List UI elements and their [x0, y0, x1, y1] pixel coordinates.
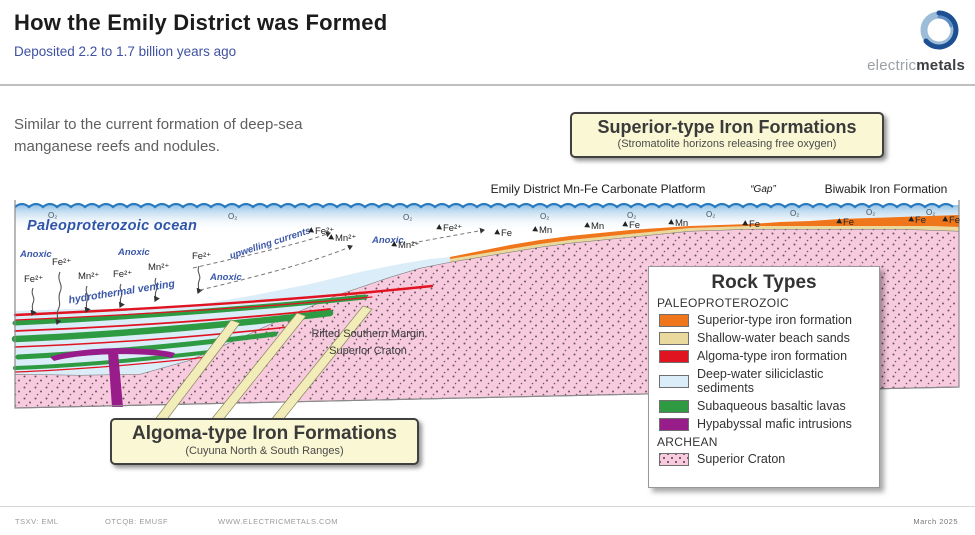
legend-item-label: Algoma-type iron formation — [697, 349, 848, 363]
slope-label: Mn — [584, 221, 604, 232]
legend-item-label: Deep-water siliciclastic sediments — [697, 367, 824, 395]
company-logo: electricmetals — [845, 4, 965, 80]
legend-item: Superior Craton — [659, 452, 869, 466]
legend-swatch — [659, 417, 689, 431]
ion-label: Mn²⁺ — [78, 271, 100, 282]
legend-item-label: Superior-type iron formation — [697, 313, 852, 327]
slope-label: Fe — [622, 220, 640, 231]
legend-item-label: Shallow-water beach sands — [697, 331, 850, 345]
slope-label: Fe — [494, 228, 512, 239]
legend-era-heading: PALEOPROTEROZOIC — [657, 296, 789, 310]
craton-label-line1: Rifted Southern Margin — [311, 328, 425, 340]
slope-label: Fe — [742, 219, 760, 230]
gap-label: “Gap” — [750, 184, 776, 195]
algoma-iron-formation-shape — [13, 284, 434, 373]
anoxic-label: Anoxic — [210, 272, 242, 283]
slope-label: Mn²⁺ — [328, 233, 356, 244]
vent-squiggles — [30, 265, 203, 326]
legend-item: Superior-type iron formation — [659, 313, 869, 327]
superior-callout-subtitle: (Stromatolite horizons releasing free ox… — [617, 137, 837, 150]
slope-label: Mn — [668, 218, 688, 229]
legend-swatch — [659, 452, 689, 466]
logo-swirl-icon — [920, 10, 959, 50]
o2-label: O₂ — [790, 209, 800, 218]
o2-label: O₂ — [866, 208, 876, 217]
o2-label: O₂ — [627, 211, 637, 220]
intro-text: Similar to the current formation of deep… — [14, 116, 303, 155]
o2-label: O₂ — [540, 212, 550, 221]
footer-website: WWW.ELECTRICMETALS.COM — [218, 517, 339, 526]
slope-label: Fe — [836, 217, 854, 228]
legend-item-label: Subaqueous basaltic lavas — [697, 399, 846, 413]
slope-label: Fe — [908, 215, 926, 226]
water-surface — [14, 202, 954, 209]
superior-callout-title: Superior-type Iron Formations — [597, 117, 857, 137]
o2-label: O₂ — [48, 211, 58, 220]
footer-divider — [0, 506, 975, 507]
ion-label: Fe²⁺ — [113, 269, 133, 280]
footer-ticker-otcqb: OTCQB: EMUSF — [105, 517, 169, 526]
legend-swatch — [659, 374, 689, 388]
craton-label-line2: Superior Craton — [329, 345, 407, 357]
ion-label: Fe²⁺ — [52, 257, 72, 268]
ion-label: Mn²⁺ — [148, 262, 170, 273]
beach-sands-shape — [450, 226, 959, 262]
header-divider — [0, 84, 975, 86]
ocean-label: Paleoproterozoic ocean — [27, 218, 198, 234]
o2-label: O₂ — [706, 210, 716, 219]
slope-label: Mn²⁺ — [391, 240, 419, 251]
legend-swatch — [659, 331, 689, 345]
slope-label: Fe²⁺ — [308, 226, 334, 237]
rock-types-legend: Rock Types PALEOPROTEROZOIC Superior-type… — [648, 266, 880, 488]
algoma-callout: Algoma-type Iron Formations (Cuyuna Nort… — [110, 418, 419, 466]
brand-wordmark: electricmetals — [867, 57, 965, 74]
legend-item-label: Superior Craton — [697, 452, 786, 466]
o2-label: O₂ — [926, 208, 936, 217]
emily-platform-label: Emily District Mn-Fe Carbonate Platform — [490, 182, 706, 196]
page-subtitle: Deposited 2.2 to 1.7 billion years ago — [14, 44, 237, 59]
o2-label: O₂ — [403, 213, 413, 222]
algoma-leader-lines — [149, 305, 373, 427]
legend-item: Algoma-type iron formation — [659, 349, 869, 363]
page-title: How the Emily District was Formed — [14, 10, 388, 35]
ion-label: Fe²⁺ — [192, 251, 212, 262]
slope-label: Fe²⁺ — [436, 223, 462, 234]
legend-item: Hypabyssal mafic intrusions — [659, 417, 869, 431]
legend-era-heading: ARCHEAN — [657, 435, 718, 449]
o2-label: O₂ — [228, 212, 238, 221]
legend-item: Subaqueous basaltic lavas — [659, 399, 869, 413]
legend-item: Deep-water siliciclastic sediments — [659, 367, 869, 395]
legend-title: Rock Types — [711, 272, 817, 293]
slope-label: Fe — [942, 215, 960, 226]
legend-swatch — [659, 349, 689, 363]
legend-sections: PALEOPROTEROZOIC Superior-type iron forma… — [657, 296, 869, 466]
legend-swatch — [659, 313, 689, 327]
diagram-border — [14, 200, 960, 409]
anoxic-label: Anoxic — [20, 249, 52, 260]
ion-label: Fe²⁺ — [24, 274, 44, 285]
anoxic-label: Anoxic — [118, 247, 150, 258]
legend-item-label: Hypabyssal mafic intrusions — [697, 417, 852, 431]
legend-swatch — [659, 399, 689, 413]
siliciclastic-sediments-shape — [15, 257, 450, 375]
superior-iron-formation-shape — [450, 215, 959, 259]
superior-callout: Superior-type Iron Formations (Stromatol… — [570, 112, 884, 158]
biwabik-label: Biwabik Iron Formation — [824, 182, 948, 196]
legend-item: Shallow-water beach sands — [659, 331, 869, 345]
algoma-callout-title: Algoma-type Iron Formations — [132, 423, 397, 444]
slope-label: Mn — [532, 225, 552, 236]
mafic-intrusion-shape — [50, 348, 175, 407]
anoxic-label: Anoxic — [372, 235, 404, 246]
footer-date: March 2025 — [913, 517, 958, 526]
footer-ticker-tsxv: TSXV: EML — [15, 517, 59, 526]
algoma-callout-subtitle: (Cuyuna North & South Ranges) — [185, 444, 344, 457]
